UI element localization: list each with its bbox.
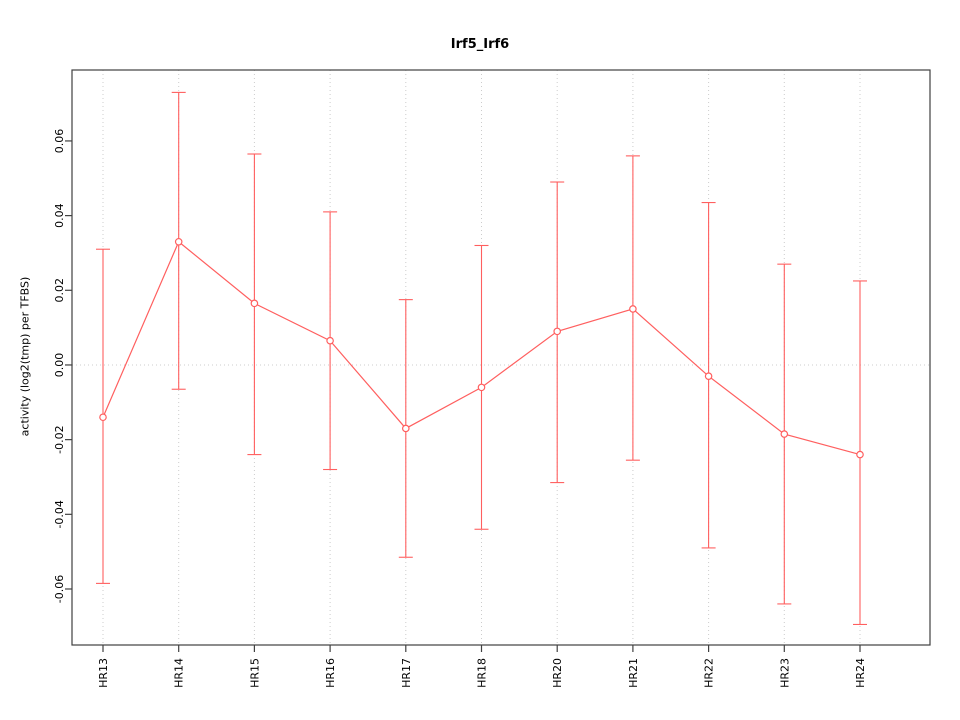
x-tick-label: HR21 xyxy=(627,658,640,688)
x-tick-label: HR18 xyxy=(476,658,489,688)
x-tick-label: HR17 xyxy=(400,658,413,688)
x-tick-label: HR15 xyxy=(248,658,261,688)
data-point xyxy=(326,336,334,345)
y-axis-label: activity (log2(tmp) per TFBS) xyxy=(18,276,32,437)
x-tick-label: HR16 xyxy=(324,658,337,688)
x-tick-label: HR24 xyxy=(854,658,867,688)
data-point xyxy=(704,372,713,380)
data-point xyxy=(477,383,486,392)
y-tick-label: -0.02 xyxy=(53,425,66,453)
data-point xyxy=(99,413,107,422)
y-tick-label: -0.04 xyxy=(53,500,66,528)
chart-title: Irf5_Irf6 xyxy=(450,37,510,52)
data-point xyxy=(250,299,259,308)
data-point xyxy=(401,424,410,433)
x-tick-label: HR14 xyxy=(173,658,186,688)
x-tick-label: HR22 xyxy=(703,658,716,688)
y-tick-label: 0.00 xyxy=(53,353,66,378)
y-tick-label: -0.06 xyxy=(53,575,66,603)
data-point xyxy=(780,430,789,438)
data-point xyxy=(629,305,637,313)
data-point xyxy=(856,450,864,459)
plot-box xyxy=(71,69,931,646)
y-tick-label: 0.02 xyxy=(53,278,66,303)
x-tick-label: HR20 xyxy=(551,658,564,688)
y-tick-label: 0.06 xyxy=(53,129,66,154)
x-tick-label: HR23 xyxy=(778,658,791,688)
data-point xyxy=(553,327,562,336)
x-tick-label: HR13 xyxy=(97,658,110,688)
y-tick-label: 0.04 xyxy=(53,203,66,228)
data-point xyxy=(174,237,183,246)
